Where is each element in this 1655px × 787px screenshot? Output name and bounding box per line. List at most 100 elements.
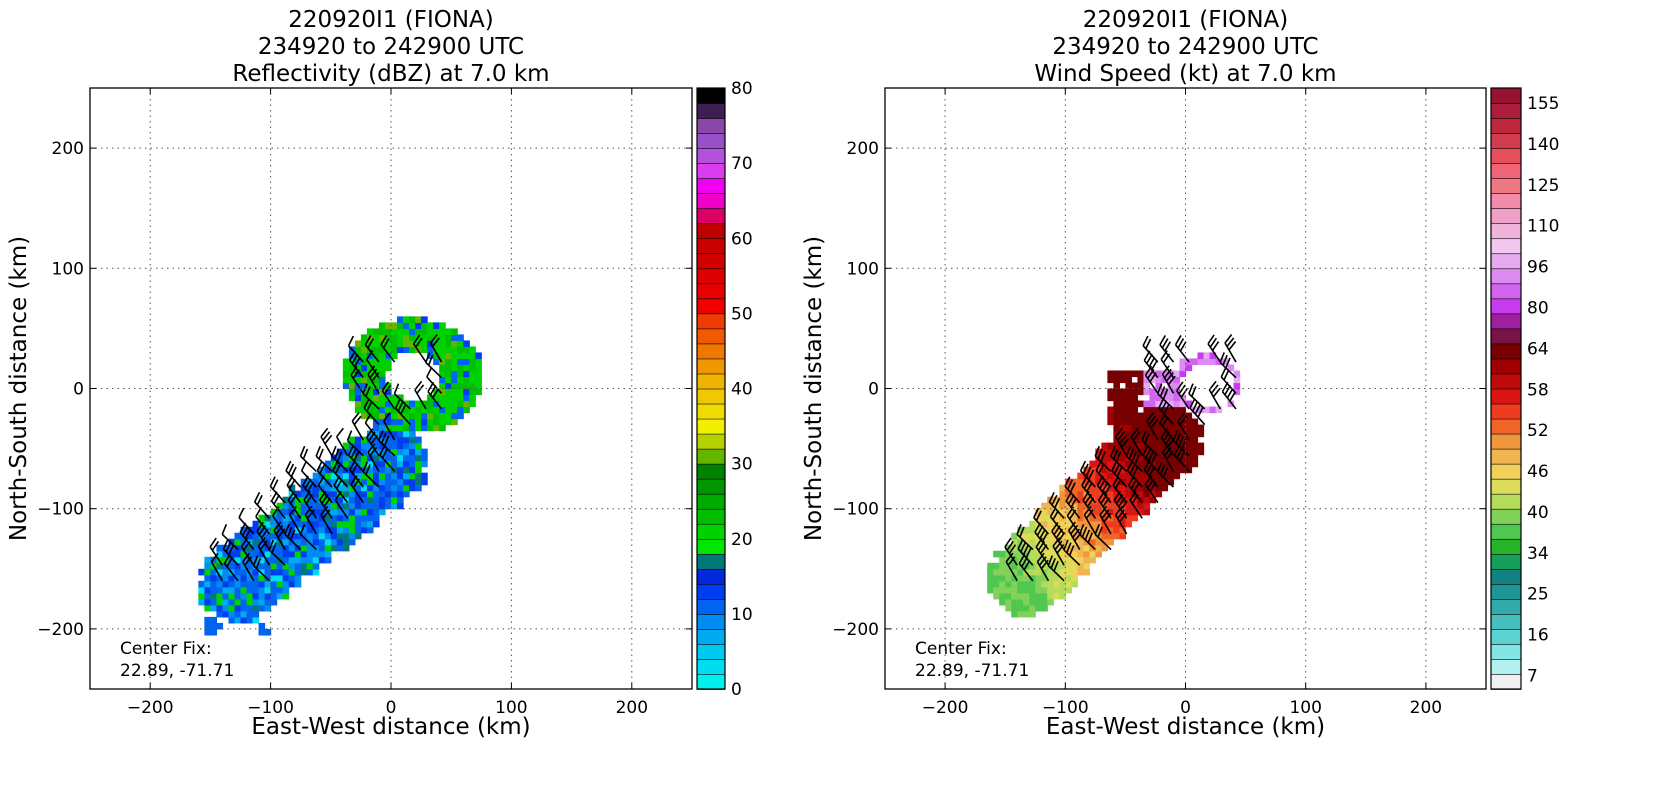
colorbar-swatch (696, 192, 726, 210)
colorbar-swatch (696, 403, 726, 420)
colorbar-swatch (1490, 463, 1522, 480)
grid (90, 88, 692, 689)
y-tick-label: 0 (73, 380, 84, 400)
wind-barb (1146, 412, 1159, 441)
colorbar-swatch (1490, 658, 1522, 675)
center-fix-annotation: Center Fix: (120, 639, 212, 659)
colorbar-swatch (1490, 313, 1522, 330)
colorbar-swatch (696, 463, 726, 480)
colorbar-swatch (696, 358, 726, 375)
colorbar-swatch (696, 583, 726, 600)
colorbar-swatch (696, 658, 726, 675)
colorbar-swatch (696, 162, 726, 179)
colorbar-swatch (696, 553, 726, 570)
y-tick-label: 0 (868, 380, 879, 400)
wind-barb (1158, 398, 1175, 426)
wind-barb (289, 505, 302, 535)
wind-barb (332, 460, 349, 488)
colorbar-swatch (1490, 448, 1522, 465)
wind-barb (299, 524, 317, 551)
wind-barb (1159, 335, 1175, 363)
chart-title-line-1: 220920I1 (FIONA) (288, 7, 494, 33)
y-tick-label: 100 (847, 259, 879, 279)
colorbar-swatch (1490, 418, 1522, 435)
wind-barb (412, 334, 427, 363)
plot-frame (884, 87, 1487, 690)
colorbar-swatch (1490, 628, 1522, 645)
colorbar-tick-label: 140 (1527, 135, 1559, 155)
colorbar-swatch (1490, 358, 1522, 375)
wind-barb (299, 445, 317, 473)
center-fix-annotation: Center Fix: (915, 639, 1007, 659)
wind-barb (331, 445, 349, 473)
wind-barb (425, 352, 443, 379)
colorbar-swatch (696, 478, 726, 495)
colorbar-swatch (696, 252, 726, 270)
wind-barb (362, 461, 380, 488)
wind-barb (253, 491, 270, 519)
center-fix-annotation: 22.89, -71.71 (915, 661, 1029, 681)
wind-barb (1207, 334, 1222, 363)
colorbar-tick-label: 60 (731, 229, 753, 249)
colorbar-tick-label: 70 (731, 154, 753, 174)
wind-barb (1094, 524, 1112, 551)
colorbar-swatch (1490, 237, 1522, 255)
wind-barb (1125, 445, 1143, 473)
colorbar-swatch (1490, 343, 1522, 360)
wind-barb (381, 381, 396, 410)
colorbar-tick-label: 7 (1527, 666, 1538, 686)
colorbar-swatch (696, 328, 726, 345)
wind-barb (1174, 335, 1190, 363)
colorbar-swatch (696, 132, 726, 149)
colorbar-tick-label: 155 (1527, 94, 1559, 114)
wind-barb (1130, 427, 1143, 457)
wind-barb (1176, 381, 1190, 410)
colorbar-swatch (696, 508, 726, 525)
colorbar-swatch (696, 298, 726, 315)
wind-barb (1224, 334, 1237, 363)
wind-barb (1079, 460, 1096, 488)
wind-barb (1111, 460, 1128, 488)
wind-barb (351, 412, 365, 441)
x-axis-label: East-West distance (km) (1046, 714, 1325, 740)
colorbar-swatch (696, 237, 726, 255)
colorbar-swatch (696, 222, 726, 240)
x-tick-label: 200 (616, 698, 648, 718)
y-tick-label: 200 (52, 139, 84, 159)
wind-barb (1095, 460, 1112, 488)
chart-title-line-3: Wind Speed (kt) at 7.0 km (1034, 61, 1336, 87)
x-tick-label: 0 (386, 698, 397, 718)
colorbar-swatch (696, 207, 726, 225)
wind-barb (1177, 412, 1190, 441)
wind-barb (238, 507, 255, 535)
colorbar-tick-label: 10 (731, 605, 753, 625)
wind-barb (1141, 430, 1159, 457)
wind-barb (1156, 461, 1175, 488)
wind-barb (209, 537, 224, 566)
colorbar-tick-label: 80 (731, 79, 753, 99)
center-fix-annotation: 22.89, -71.71 (120, 661, 234, 681)
colorbar-swatch (1490, 673, 1522, 690)
colorbar-tick-label: 25 (1527, 585, 1549, 605)
y-tick-label: −200 (832, 620, 879, 640)
colorbar-swatch (1490, 252, 1522, 270)
colorbar-swatch (696, 418, 726, 435)
panel-1: 220920I1 (FIONA)234920 to 242900 UTCRefl… (6, 7, 753, 740)
colorbar-swatch (696, 673, 726, 690)
colorbar-swatch (1490, 508, 1522, 525)
colorbar-swatch (1490, 283, 1522, 300)
colorbar-swatch (1490, 132, 1522, 149)
colorbar-swatch (696, 117, 726, 134)
colorbar-swatch (1490, 102, 1522, 119)
colorbar: 7 16 25 34 40 46 52 58 64 80 96 110 125 140 155 (1490, 87, 1559, 690)
wind-barb (1114, 427, 1129, 457)
x-tick-label: 100 (495, 698, 527, 718)
colorbar-frame (696, 87, 726, 690)
wind-barb (316, 460, 333, 488)
wind-barb (335, 427, 349, 457)
wind-barb (1126, 460, 1143, 488)
colorbar-swatch (696, 448, 726, 465)
axis-ticks (90, 88, 692, 689)
wind-barb (346, 430, 364, 457)
